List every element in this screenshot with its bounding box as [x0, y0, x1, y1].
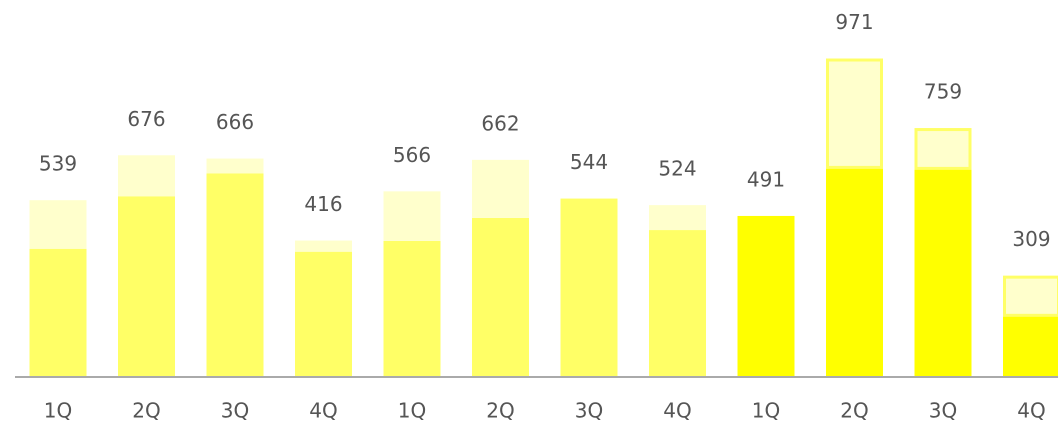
- bar-segment: [472, 217, 529, 377]
- bar-segment: [914, 128, 972, 170]
- total-label: 759: [924, 80, 962, 104]
- bar-segment: [118, 155, 175, 197]
- x-tick-label: 3Q: [575, 399, 603, 423]
- total-label: 416: [304, 192, 342, 216]
- bar-segment: [649, 205, 706, 231]
- bar-segment: [737, 215, 795, 377]
- total-label: 662: [481, 111, 519, 135]
- bar-segment: [383, 240, 441, 377]
- bar-segment: [560, 198, 618, 377]
- bar-segment: [295, 251, 352, 377]
- bar-segment: [914, 168, 972, 377]
- x-tick-label: 2Q: [132, 399, 160, 423]
- x-tick-label: 4Q: [663, 399, 691, 423]
- total-label: 666: [216, 110, 254, 134]
- bar-segment: [206, 158, 264, 174]
- bar-segment: [649, 230, 706, 377]
- total-label: 309: [1012, 227, 1050, 251]
- x-tick-label: 3Q: [929, 399, 957, 423]
- bar-segment: [826, 58, 883, 169]
- bar-segment: [1003, 275, 1058, 317]
- bar-segment: [383, 191, 441, 241]
- bar-segment: [29, 248, 87, 377]
- bar-segment: [206, 173, 264, 377]
- x-tick-label: 1Q: [398, 399, 426, 423]
- x-tick-label: 2Q: [840, 399, 868, 423]
- bar-segment: [826, 167, 883, 377]
- bar-segment: [295, 240, 352, 252]
- total-label: 566: [393, 143, 431, 167]
- x-tick-label: 4Q: [309, 399, 337, 423]
- bar-segment: [118, 196, 175, 377]
- total-label: 676: [127, 107, 165, 131]
- bar-segment: [1003, 315, 1058, 377]
- bar-segment: [472, 159, 529, 218]
- bar-segment: [29, 200, 87, 249]
- total-label: 524: [658, 157, 696, 181]
- x-tick-label: 1Q: [44, 399, 72, 423]
- x-tick-label: 1Q: [752, 399, 780, 423]
- total-label: 971: [835, 10, 873, 34]
- x-tick-label: 3Q: [221, 399, 249, 423]
- total-label: 544: [570, 150, 608, 174]
- total-label: 539: [39, 152, 77, 176]
- x-tick-label: 2Q: [486, 399, 514, 423]
- x-tick-label: 4Q: [1017, 399, 1045, 423]
- total-label: 491: [747, 167, 785, 191]
